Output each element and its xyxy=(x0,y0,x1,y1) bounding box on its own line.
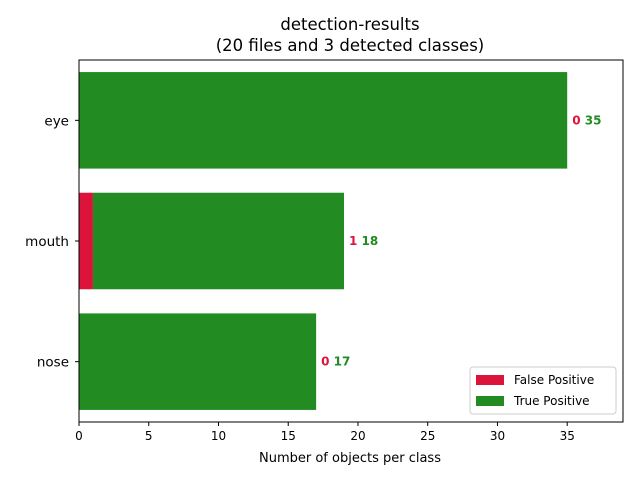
data-label-nose: 0 17 xyxy=(321,355,350,369)
data-label-value: 17 xyxy=(329,355,350,369)
x-tick-label: 25 xyxy=(420,429,435,443)
x-tick-label: 35 xyxy=(560,429,575,443)
legend-swatch xyxy=(476,396,504,406)
y-axis-ticks: eye mouth nose xyxy=(25,113,79,371)
bar-mouth-false-positive xyxy=(79,192,93,290)
y-tick-label-eye: eye xyxy=(44,113,69,129)
legend: False Positive True Positive xyxy=(469,366,617,415)
bar-eye-true-positive xyxy=(79,72,568,169)
bars-layer xyxy=(79,72,568,410)
y-tick-label-nose: nose xyxy=(37,355,69,371)
x-axis-ticks: 0 5 10 15 20 25 30 35 xyxy=(75,422,575,443)
legend-swatch xyxy=(476,375,504,385)
data-label-value: 1 xyxy=(349,234,357,248)
bar-mouth-true-positive xyxy=(92,192,345,290)
chart-title: detection-results xyxy=(280,15,419,34)
y-tick-label-mouth: mouth xyxy=(25,234,69,250)
legend-box xyxy=(469,366,617,415)
x-axis-label: Number of objects per class xyxy=(259,451,441,466)
x-tick-label: 30 xyxy=(490,429,505,443)
data-label-mouth: 1 18 xyxy=(349,234,378,248)
legend-entry-label: True Positive xyxy=(513,394,590,408)
x-tick-label: 10 xyxy=(211,429,226,443)
bar-nose-true-positive xyxy=(79,313,317,410)
data-label-value: 0 xyxy=(321,355,329,369)
x-tick-label: 15 xyxy=(281,429,296,443)
x-tick-label: 5 xyxy=(145,429,153,443)
x-tick-label: 0 xyxy=(75,429,83,443)
chart-subtitle: (20 files and 3 detected classes) xyxy=(216,36,484,55)
data-label-value: 35 xyxy=(581,113,602,127)
data-label-eye: 0 35 xyxy=(572,113,601,127)
data-label-value: 18 xyxy=(357,234,378,248)
data-label-value: 0 xyxy=(572,113,580,127)
x-tick-label: 20 xyxy=(350,429,365,443)
data-labels-layer: 0 35 1 18 0 17 xyxy=(321,113,601,368)
legend-entry-label: False Positive xyxy=(514,373,594,387)
